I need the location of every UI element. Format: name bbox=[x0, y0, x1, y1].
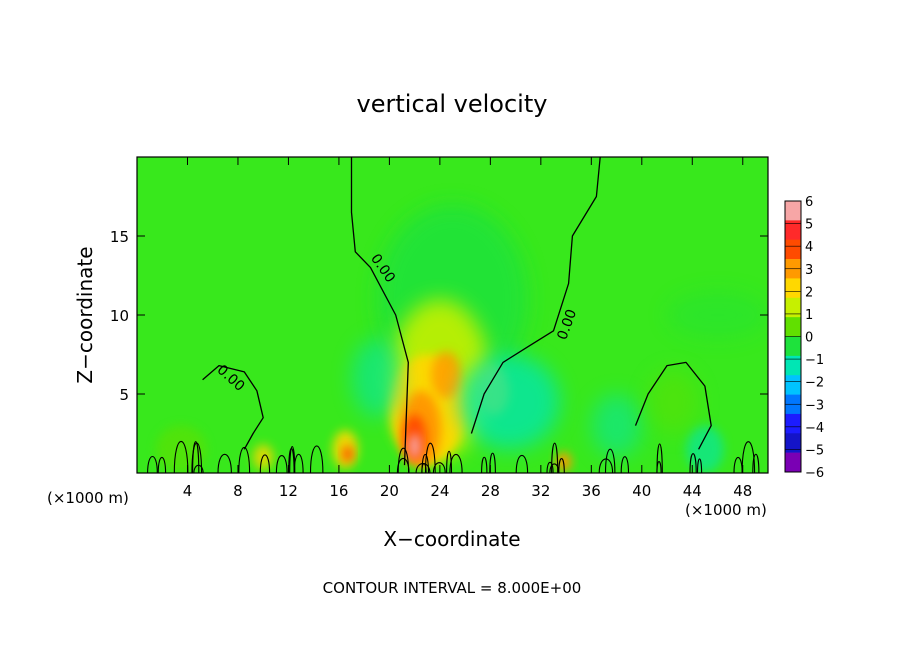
surface-contour bbox=[217, 453, 232, 473]
contour-interval-note: CONTOUR INTERVAL = 8.000E+00 bbox=[323, 579, 582, 597]
surface-contour bbox=[551, 442, 559, 473]
surface-contour bbox=[656, 443, 663, 473]
field-patch bbox=[458, 354, 560, 450]
colorbar-label: −6 bbox=[805, 466, 824, 481]
zero-contour-line bbox=[202, 364, 264, 450]
surface-contour bbox=[689, 453, 697, 473]
colorbar-label: 3 bbox=[805, 263, 813, 278]
colorbar-label: −4 bbox=[805, 421, 824, 436]
y-tick-label: 5 bbox=[119, 386, 129, 404]
surface-contour bbox=[147, 455, 158, 473]
surface-contour bbox=[696, 458, 703, 473]
surface-contour bbox=[598, 458, 614, 473]
zero-contour-line bbox=[634, 361, 712, 450]
x-tick-label: 36 bbox=[582, 482, 601, 500]
surface-contour bbox=[259, 454, 271, 473]
field-patch bbox=[408, 433, 421, 459]
x-tick-label: 8 bbox=[233, 482, 243, 500]
field-patch bbox=[591, 394, 642, 458]
colorbar-label: −1 bbox=[805, 353, 824, 368]
surface-contour bbox=[432, 462, 446, 473]
x-axis: 4 8 12 16 20 24 28 32 36 40 44 48 bbox=[183, 157, 752, 500]
x-axis-units-left: (×1000 m) bbox=[47, 489, 129, 507]
surface-contour bbox=[546, 461, 554, 473]
surface-contour bbox=[515, 454, 529, 473]
surface-contour bbox=[397, 447, 410, 473]
x-tick-label: 20 bbox=[380, 482, 399, 500]
colorbar-label: −3 bbox=[805, 398, 824, 413]
surface-contour bbox=[275, 455, 288, 473]
surface-contour bbox=[449, 453, 463, 473]
x-tick-label: 40 bbox=[632, 482, 651, 500]
surface-contour bbox=[289, 446, 296, 473]
x-tick-label: 24 bbox=[430, 482, 449, 500]
colorbar-swatch bbox=[785, 239, 801, 260]
y-axis-label: Z−coordinate bbox=[73, 246, 97, 383]
colorbar-swatch bbox=[785, 413, 801, 434]
colorbar-swatch bbox=[785, 452, 801, 473]
colorbar-swatch bbox=[785, 375, 801, 395]
field-patch bbox=[648, 370, 699, 434]
colorbar-swatch bbox=[785, 317, 801, 337]
x-axis-units-right: (×1000 m) bbox=[685, 501, 767, 519]
field-patch bbox=[685, 425, 724, 473]
x-tick-label: 4 bbox=[183, 482, 193, 500]
field-patch bbox=[351, 338, 403, 418]
colorbar-label: 6 bbox=[805, 195, 813, 210]
colorbar-swatch bbox=[785, 336, 801, 357]
surface-contour bbox=[446, 450, 453, 473]
x-axis-label: X−coordinate bbox=[383, 527, 520, 551]
x-tick-label: 12 bbox=[279, 482, 298, 500]
colorbar-label: 5 bbox=[805, 218, 813, 233]
surface-contour bbox=[415, 463, 431, 473]
colorbar-label: −2 bbox=[805, 376, 824, 391]
colorbar-label: 0 bbox=[805, 331, 813, 346]
surface-contour bbox=[604, 448, 616, 473]
surface-contour bbox=[238, 447, 251, 473]
surface-contour bbox=[424, 442, 436, 473]
x-tick-label: 32 bbox=[531, 482, 550, 500]
colorbar-label: −5 bbox=[805, 443, 824, 458]
colorbar-label: 1 bbox=[805, 308, 813, 323]
plot-area: 0.000.000.00 bbox=[136, 156, 769, 474]
velocity-field bbox=[155, 204, 768, 473]
surface-contour bbox=[481, 456, 488, 473]
surface-contour bbox=[620, 456, 630, 473]
field-patch bbox=[431, 351, 462, 399]
colorbar-label: 2 bbox=[805, 285, 813, 300]
field-patch bbox=[342, 446, 353, 462]
x-tick-label: 28 bbox=[481, 482, 500, 500]
surface-contour bbox=[192, 441, 200, 473]
colorbar-swatch bbox=[785, 297, 801, 318]
colorbar-swatch bbox=[785, 433, 801, 453]
chart-title: vertical velocity bbox=[357, 90, 548, 118]
field-patch bbox=[253, 444, 274, 470]
colorbar-swatch bbox=[785, 355, 801, 376]
surface-contour bbox=[309, 445, 324, 473]
colorbar-swatch bbox=[785, 278, 801, 299]
x-tick-label: 44 bbox=[683, 482, 702, 500]
surface-contour bbox=[752, 453, 760, 473]
y-axis: 5 10 15 bbox=[110, 228, 768, 404]
field-patch bbox=[155, 425, 207, 473]
x-tick-label: 16 bbox=[329, 482, 348, 500]
colorbar-swatch bbox=[785, 201, 801, 221]
x-tick-label: 48 bbox=[733, 482, 752, 500]
surface-contour bbox=[157, 456, 167, 473]
field-patch bbox=[667, 291, 768, 339]
colorbar-label: 4 bbox=[805, 240, 813, 255]
y-tick-label: 15 bbox=[110, 228, 129, 246]
colorbar-swatch bbox=[785, 220, 801, 241]
surface-contour bbox=[741, 441, 756, 473]
surface-contour bbox=[558, 458, 565, 473]
surface-contour bbox=[193, 464, 204, 473]
y-tick-label: 10 bbox=[110, 307, 129, 325]
zero-contour-line bbox=[470, 157, 601, 434]
colorbar: 6 5 4 3 2 1 0 −1 −2 −3 −4 −5 −6 bbox=[784, 195, 824, 481]
zero-contour-line bbox=[350, 157, 409, 466]
surface-contour bbox=[173, 440, 189, 473]
